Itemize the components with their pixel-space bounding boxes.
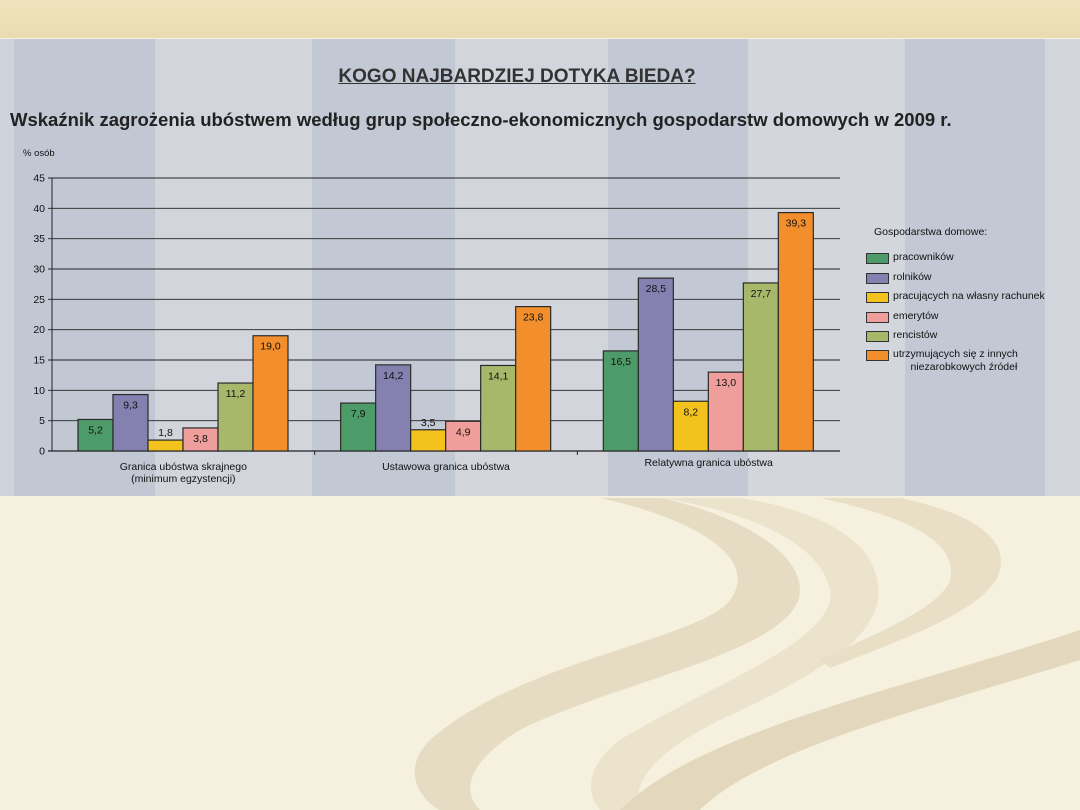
data-label: 14,1 <box>488 370 509 382</box>
legend-swatch <box>866 312 889 323</box>
y-tick-label: 15 <box>33 355 45 367</box>
bar <box>410 429 447 452</box>
data-label: 13,0 <box>716 377 737 389</box>
data-label: 23,8 <box>523 312 544 324</box>
data-label: 4,9 <box>456 426 471 438</box>
data-label: 19,0 <box>260 341 281 353</box>
y-tick-label: 25 <box>33 294 45 306</box>
y-tick-label: 30 <box>33 264 45 276</box>
x-category-label: Granica ubóstwa skrajnego <box>120 461 247 473</box>
legend-label: rolników <box>893 271 932 283</box>
x-category-label: Relatywna granica ubóstwa <box>644 457 773 469</box>
bar <box>602 350 639 452</box>
legend-swatch <box>866 350 889 361</box>
data-label: 28,5 <box>646 283 667 295</box>
data-label: 39,3 <box>786 218 807 230</box>
data-label: 3,5 <box>421 417 436 429</box>
legend-item: rolników <box>866 271 932 284</box>
legend-swatch <box>866 273 889 284</box>
bar <box>742 282 779 452</box>
legend-swatch <box>866 331 889 342</box>
x-category-label: Ustawowa granica ubóstwa <box>382 461 510 473</box>
data-label: 1,8 <box>158 427 173 439</box>
data-label: 7,9 <box>351 408 366 420</box>
bar <box>77 418 114 452</box>
legend-item: utrzymujących się z innych niezarobkowyc… <box>866 348 1018 374</box>
data-label: 11,2 <box>226 388 246 400</box>
legend-item: pracujących na własny rachunek <box>866 290 1045 303</box>
data-label: 5,2 <box>88 424 103 436</box>
legend-item: pracowników <box>866 251 954 264</box>
y-axis-label: % osób <box>23 148 55 159</box>
bar <box>217 382 254 452</box>
chart-title: Wskaźnik zagrożenia ubóstwem według grup… <box>10 109 952 130</box>
y-tick-label: 20 <box>33 324 45 336</box>
legend-label: emerytów <box>893 310 939 322</box>
y-tick-label: 45 <box>33 173 45 185</box>
legend-label: pracowników <box>893 251 954 263</box>
x-category-label: (minimum egzystencji) <box>131 473 235 485</box>
data-label: 14,2 <box>383 370 404 382</box>
slide-headline: KOGO NAJBARDZIEJ DOTYKA BIEDA? <box>338 66 696 87</box>
bar <box>637 277 674 452</box>
legend-item: emerytów <box>866 310 939 323</box>
legend-swatch <box>866 292 889 303</box>
y-tick-label: 10 <box>33 385 45 397</box>
data-label: 3,8 <box>193 433 208 445</box>
legend-title: Gospodarstwa domowe: <box>874 226 988 238</box>
top-decorative-band <box>0 0 1080 38</box>
bar <box>515 306 552 452</box>
legend-item: rencistów <box>866 329 937 342</box>
bar <box>147 439 184 452</box>
data-label: 8,2 <box>684 406 699 418</box>
bar <box>252 335 289 452</box>
bar <box>480 364 517 452</box>
bar <box>777 211 814 452</box>
bar <box>112 393 149 452</box>
bar <box>707 371 744 452</box>
legend-label: rencistów <box>893 329 938 341</box>
bar <box>672 400 709 452</box>
legend-label: utrzymujących się z innych niezarobkowyc… <box>893 348 1018 373</box>
legend-label: pracujących na własny rachunek <box>893 290 1045 302</box>
y-tick-label: 35 <box>33 233 45 245</box>
legend-swatch <box>866 253 889 264</box>
bar <box>375 364 412 452</box>
bar <box>340 402 377 452</box>
data-label: 9,3 <box>123 400 138 412</box>
data-label: 27,7 <box>751 288 772 300</box>
y-tick-label: 5 <box>39 415 45 427</box>
y-tick-label: 0 <box>39 446 45 458</box>
data-label: 16,5 <box>611 356 632 368</box>
y-tick-label: 40 <box>33 203 45 215</box>
